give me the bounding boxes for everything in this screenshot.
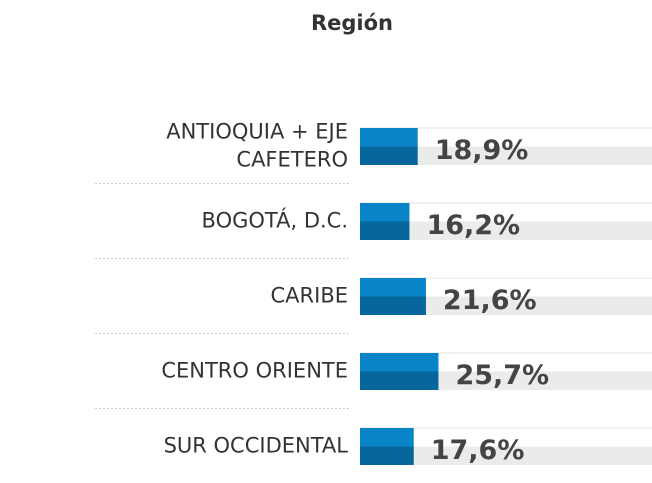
- bar-shade: [360, 371, 439, 390]
- bar-shade: [360, 146, 418, 165]
- bar-top: [360, 428, 414, 447]
- track: [360, 296, 652, 315]
- chart-title: Región: [311, 11, 393, 35]
- track: [360, 146, 652, 165]
- category-label: CARIBE: [271, 284, 349, 308]
- bar-top: [360, 203, 410, 222]
- value-label: 21,6%: [443, 285, 537, 316]
- bar-top: [360, 128, 418, 147]
- value-label: 18,9%: [435, 135, 529, 166]
- bar-shade: [360, 296, 426, 315]
- bar-top: [360, 353, 439, 372]
- category-label: BOGOTÁ, D.C.: [202, 208, 348, 233]
- category-label: ANTIOQUIA + EJE CAFETERO: [166, 120, 348, 172]
- bar-top: [360, 278, 426, 297]
- value-label: 16,2%: [426, 210, 520, 241]
- bar-shade: [360, 446, 414, 465]
- bar: [360, 428, 414, 465]
- bar: [360, 278, 426, 315]
- bar-bottom: [360, 296, 426, 315]
- bar-bottom: [360, 146, 418, 165]
- bar: [360, 353, 439, 390]
- bar: [360, 203, 410, 240]
- category-label: CENTRO ORIENTE: [161, 359, 348, 383]
- track: [360, 221, 652, 240]
- bar-bottom: [360, 446, 414, 465]
- track: [360, 446, 652, 465]
- bar-bottom: [360, 371, 439, 390]
- value-label: 17,6%: [431, 435, 525, 466]
- category-label: SUR OCCIDENTAL: [164, 434, 349, 458]
- bar-bottom: [360, 221, 410, 240]
- bar-shade: [360, 221, 410, 240]
- bar: [360, 128, 418, 165]
- value-label: 25,7%: [455, 360, 549, 391]
